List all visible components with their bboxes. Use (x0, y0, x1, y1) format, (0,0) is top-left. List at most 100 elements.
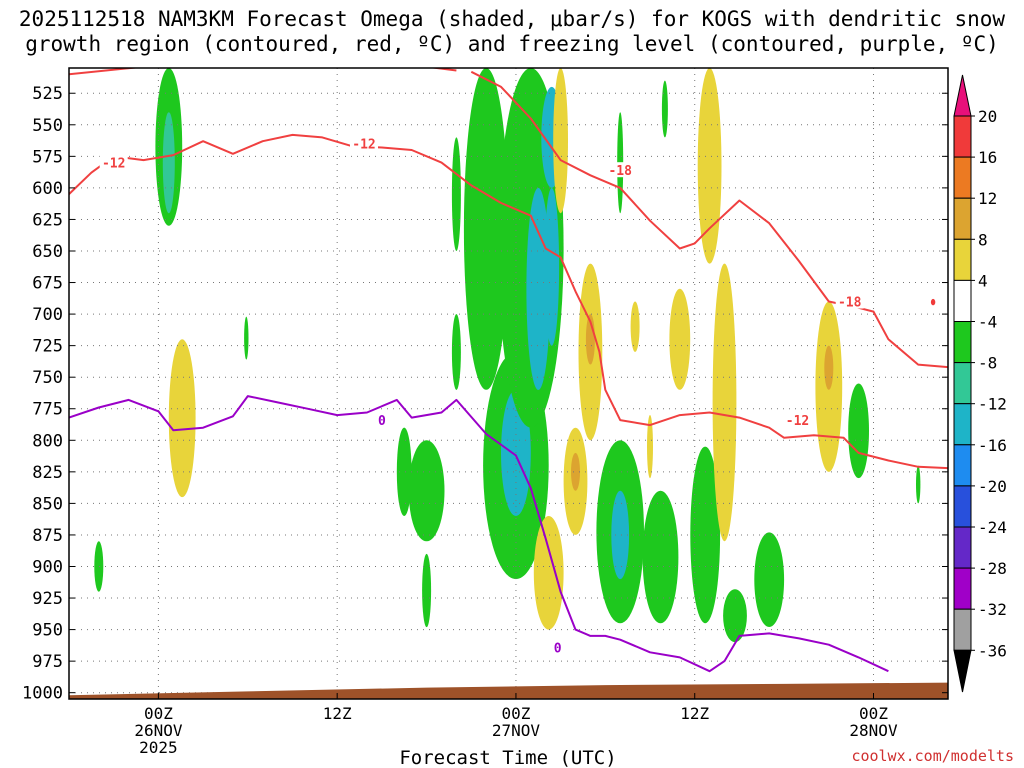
contour-label: -18 (608, 164, 632, 179)
y-tick-label: 950 (32, 621, 63, 641)
colorbar-segment (953, 444, 972, 487)
colorbar-top-arrow (953, 74, 972, 117)
contour-label-bg (350, 135, 378, 151)
chart-title-line2: growth region (contoured, red, ºC) and f… (25, 32, 999, 56)
y-tick-label: 600 (32, 179, 63, 199)
colorbar-label: -32 (978, 600, 1007, 619)
omega-region (697, 68, 722, 264)
colorbar-segment (953, 197, 972, 240)
colorbar-label: -20 (978, 477, 1007, 496)
x-tick-label: 00Z (501, 704, 530, 723)
colorbar-segment (953, 156, 972, 199)
x-tick-year: 2025 (139, 738, 178, 757)
omega-region (451, 314, 461, 390)
colorbar-segment (953, 608, 972, 651)
colorbar-label: -8 (978, 354, 997, 373)
omega-region (451, 137, 461, 251)
contour-label: 0 (378, 414, 386, 429)
colorbar-label: -4 (978, 313, 997, 332)
colorbar-label: 20 (978, 107, 997, 126)
y-tick-label: 625 (32, 210, 63, 230)
omega-region (824, 345, 834, 390)
omega-region (754, 532, 785, 627)
omega-region (168, 339, 196, 498)
x-tick-date: 26NOV (134, 721, 183, 740)
colorbar-segment (953, 115, 972, 158)
contour-label-bg (99, 154, 128, 170)
omega-region (712, 263, 737, 542)
y-tick-label: 550 (32, 116, 63, 136)
colorbar-label: 12 (978, 189, 997, 208)
y-axis: 525 550 575 600 625 650 675 700 725 750 775 800 825 8… (22, 84, 948, 704)
y-tick-label: 575 (32, 147, 63, 167)
y-tick-label: 825 (32, 463, 63, 483)
contour-label-bg (551, 639, 564, 655)
y-tick-label: 900 (32, 558, 63, 578)
colorbar-segment (953, 403, 972, 446)
omega-region (930, 298, 936, 306)
contour-label: -18 (838, 296, 862, 311)
colorbar-segment (953, 485, 972, 528)
dgz-contour-minus18 (470, 70, 948, 369)
omega-region (647, 415, 653, 479)
colorbar-segment (953, 238, 972, 281)
omega-region (553, 68, 568, 214)
colorbar-segment (953, 279, 972, 322)
colorbar-label: 8 (978, 230, 988, 249)
y-tick-label: 775 (32, 400, 63, 420)
contour-label-bg (783, 412, 812, 428)
colorbar-label: -36 (978, 641, 1007, 660)
contour-label-bg (606, 162, 635, 178)
colorbar-segment (953, 567, 972, 610)
y-tick-label: 750 (32, 368, 63, 388)
omega-region (611, 490, 630, 580)
colorbar-label: -24 (978, 518, 1007, 537)
omega-region (571, 452, 580, 491)
omega-region (533, 516, 564, 630)
omega-region (723, 589, 747, 643)
x-tick-label: 00Z (859, 704, 888, 723)
terrain (69, 682, 948, 699)
colorbar-label: -12 (978, 395, 1007, 414)
omega-region (669, 288, 691, 390)
y-tick-label: 875 (32, 526, 63, 546)
chart-title-line1: 2025112518 NAM3KM Forecast Omega (shaded… (18, 7, 1006, 31)
omega-region (916, 465, 921, 504)
y-tick-label: 850 (32, 494, 63, 514)
omega-region (848, 383, 869, 479)
gridlines (69, 68, 948, 699)
contours: -12 -12 -18 -12 -18 0 0 (69, 68, 948, 673)
x-tick-date: 27NOV (492, 721, 541, 740)
omega-region (422, 553, 432, 628)
x-tick-date: 28NOV (849, 721, 898, 740)
colorbar-segment (953, 321, 972, 364)
y-tick-label: 700 (32, 305, 63, 325)
colorbar-label: 4 (978, 271, 988, 290)
colorbar-bottom-arrow (953, 649, 972, 693)
omega-region (463, 68, 509, 390)
omega-region (544, 187, 560, 346)
colorbar-segment (953, 526, 972, 569)
omega-region (661, 80, 668, 138)
contour-label-bg (375, 412, 388, 428)
plot-frame (68, 67, 949, 700)
credit-text[interactable]: coolwx.com/modelts (851, 747, 1014, 765)
colorbar-label: -28 (978, 559, 1007, 578)
contour-label-bg (835, 293, 864, 309)
y-tick-label: 975 (32, 652, 63, 672)
colorbar: 20 16 12 8 4 -4 -8 -12 -16 -20 -24 -28 -32 -36 (953, 74, 1007, 693)
omega-region (630, 301, 640, 352)
y-tick-label: 725 (32, 337, 63, 357)
omega-region (408, 440, 445, 542)
omega-region (94, 541, 104, 592)
y-tick-label: 800 (32, 431, 63, 451)
dgz-contour-minus12 (69, 133, 948, 470)
y-tick-label: 525 (32, 84, 63, 104)
y-tick-label: 1000 (22, 684, 63, 704)
terrain-fill (69, 682, 948, 699)
contour-label: -12 (786, 414, 809, 429)
omega-region (244, 316, 249, 360)
x-axis-label: Forecast Time (UTC) (399, 747, 616, 768)
